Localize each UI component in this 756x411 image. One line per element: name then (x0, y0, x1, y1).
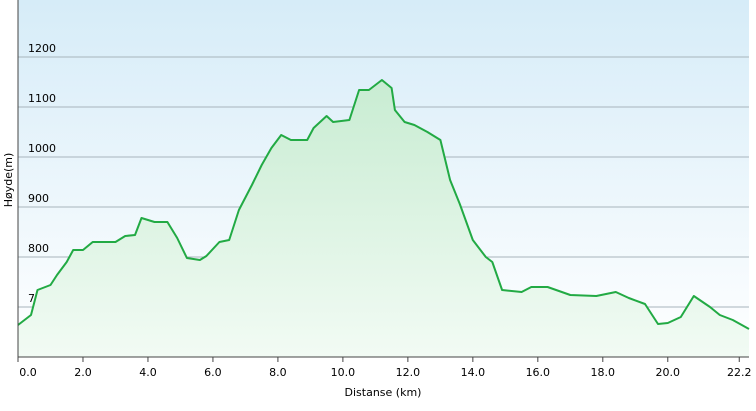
x-tick-label: 22.2 (727, 366, 752, 379)
x-tick-label: 0.0 (19, 366, 37, 379)
x-axis-title: Distanse (km) (345, 386, 422, 399)
x-tick-label: 2.0 (74, 366, 92, 379)
x-tick-label: 16.0 (526, 366, 551, 379)
x-tick-label: 6.0 (204, 366, 222, 379)
y-tick-label: 1200 (28, 42, 56, 55)
area-fill (18, 80, 749, 357)
x-tick-label: 10.0 (331, 366, 356, 379)
y-tick-label: 1000 (28, 142, 56, 155)
y-tick-label: 900 (28, 192, 49, 205)
x-tick-label: 20.0 (656, 366, 681, 379)
x-tick-label: 12.0 (396, 366, 421, 379)
y-tick-label: 800 (28, 242, 49, 255)
y-tick-label: 1100 (28, 92, 56, 105)
elevation-line (17, 79, 750, 330)
x-tick-label: 14.0 (461, 366, 486, 379)
x-tick-label: 18.0 (591, 366, 616, 379)
y-axis-title: Høyde(m) (2, 153, 15, 208)
x-tick-label: 4.0 (139, 366, 157, 379)
x-tick-label: 8.0 (269, 366, 287, 379)
